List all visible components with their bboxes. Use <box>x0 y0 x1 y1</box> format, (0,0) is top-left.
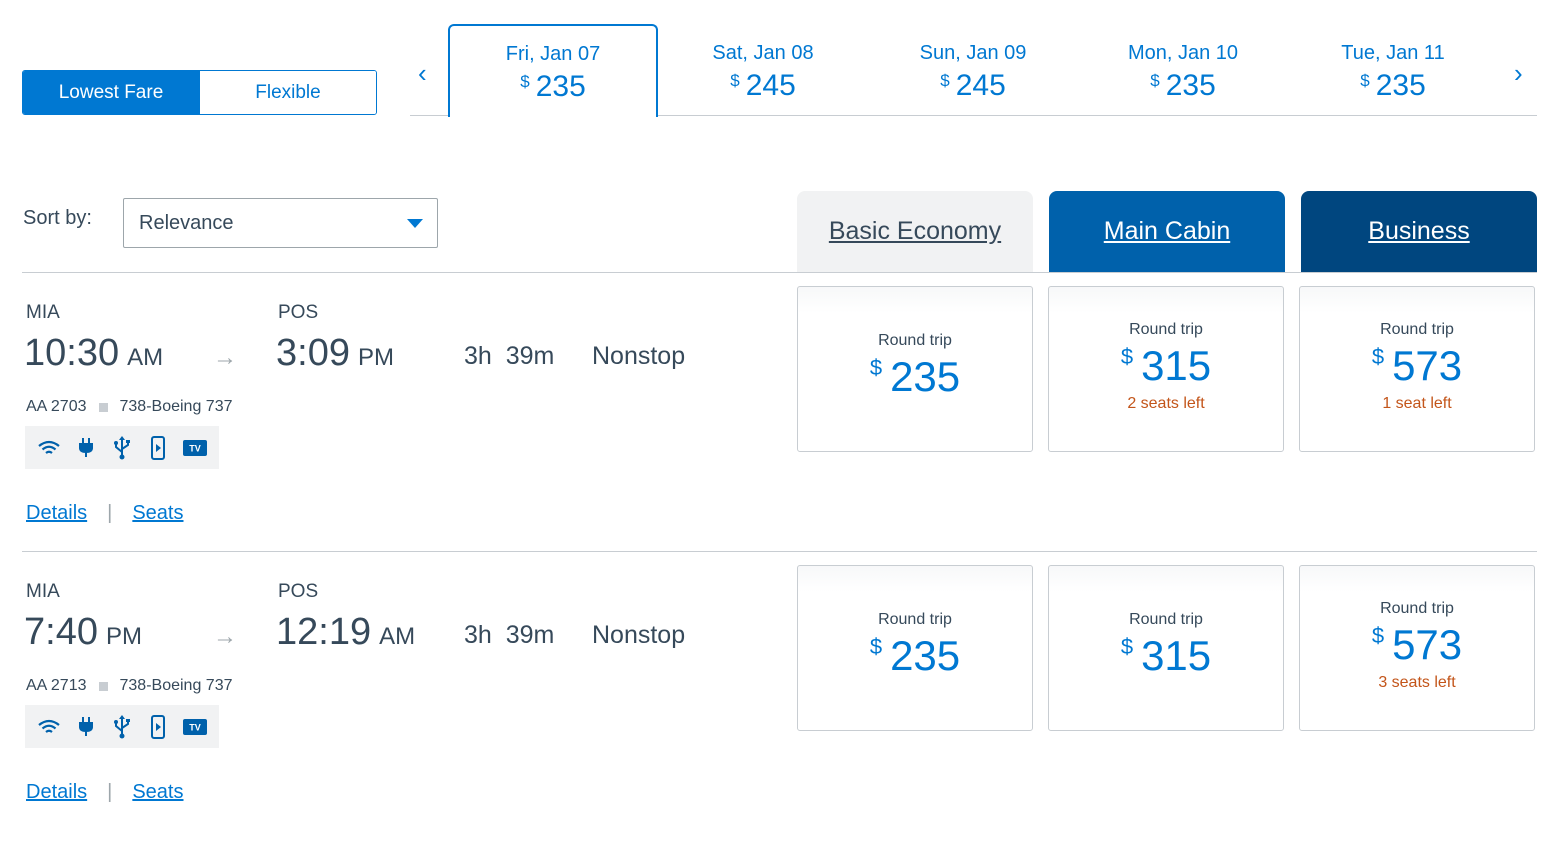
fare-price: $235 <box>869 353 961 400</box>
fare-card-business[interactable]: Round trip $573 1 seat left <box>1299 286 1535 452</box>
separator-square <box>98 681 108 691</box>
date-label: Fri, Jan 07 <box>505 43 601 65</box>
fare-price: $573 <box>1371 621 1463 668</box>
fare-type: Round trip <box>1380 600 1454 617</box>
chevron-left-icon[interactable]: ‹ <box>418 58 427 88</box>
usb-icon <box>109 714 135 740</box>
origin-airport: MIA <box>26 302 60 323</box>
sort-label: Sort by: <box>23 207 92 229</box>
fare-card-basic-economy[interactable]: Round trip $235 <box>797 286 1033 452</box>
flight-info: AA 2713 738-Boeing 737 <box>26 677 232 695</box>
mobile-entertainment-icon <box>145 435 171 461</box>
separator-square <box>98 402 108 412</box>
arrow-right-icon: → <box>213 623 237 650</box>
details-link[interactable]: Details <box>26 781 88 803</box>
caret-down-icon <box>407 219 423 228</box>
destination-airport: POS <box>278 302 319 323</box>
date-tab-jan-09[interactable]: Sun, Jan 09 $245 <box>868 24 1078 116</box>
chevron-right-icon[interactable]: › <box>1514 58 1523 88</box>
seats-left: 2 seats left <box>1127 395 1205 412</box>
date-label: Sun, Jan 09 <box>919 42 1027 64</box>
cabin-header-basic-economy[interactable]: Basic Economy <box>797 191 1033 272</box>
aircraft-type: 738-Boeing 737 <box>119 398 233 415</box>
date-price: $235 <box>1150 69 1216 102</box>
details-link[interactable]: Details <box>26 502 88 524</box>
date-tab-jan-10[interactable]: Mon, Jan 10 $235 <box>1078 24 1288 116</box>
date-tab-jan-11[interactable]: Tue, Jan 11 $235 <box>1288 24 1498 116</box>
fare-price: $573 <box>1371 342 1463 389</box>
origin-airport: MIA <box>26 581 60 602</box>
date-price: $245 <box>940 69 1006 102</box>
date-label: Sat, Jan 08 <box>712 42 814 64</box>
power-plug-icon <box>73 714 99 740</box>
date-price: $245 <box>730 69 796 102</box>
destination-airport: POS <box>278 581 319 602</box>
wifi-icon <box>36 435 62 461</box>
date-price: $235 <box>520 70 586 103</box>
tv-icon: TV <box>182 714 208 740</box>
arrival-time: 12:19 AM <box>276 611 416 653</box>
fare-card-basic-economy[interactable]: Round trip $235 <box>797 565 1033 731</box>
cabin-header-main-cabin[interactable]: Main Cabin <box>1049 191 1285 272</box>
row-divider <box>22 551 1537 552</box>
fare-type-toggle: Lowest Fare Flexible <box>22 70 377 115</box>
svg-text:TV: TV <box>189 722 201 732</box>
tv-icon: TV <box>182 435 208 461</box>
usb-icon <box>109 435 135 461</box>
seats-link[interactable]: Seats <box>132 781 184 803</box>
power-plug-icon <box>73 435 99 461</box>
cabin-header-business[interactable]: Business <box>1301 191 1537 272</box>
fare-card-main-cabin[interactable]: Round trip $315 <box>1048 565 1284 731</box>
flight-row: MIA 7:40 PM → POS 12:19 AM 3h 39m Nonstop … <box>0 565 1567 844</box>
flight-info: AA 2703 738-Boeing 737 <box>26 398 232 416</box>
seats-link[interactable]: Seats <box>132 502 184 524</box>
departure-time: 7:40 PM <box>24 611 142 653</box>
date-tab-jan-07[interactable]: Fri, Jan 07 $235 <box>448 24 658 117</box>
svg-text:TV: TV <box>189 443 201 453</box>
date-price: $235 <box>1360 69 1426 102</box>
flight-duration: 3h 39m <box>464 621 555 649</box>
flight-links: Details | Seats <box>26 781 184 804</box>
seats-left: 1 seat left <box>1382 395 1452 412</box>
fare-type: Round trip <box>1380 321 1454 338</box>
amenities-bar: TV <box>25 705 219 748</box>
aircraft-type: 738-Boeing 737 <box>119 677 233 694</box>
fare-card-main-cabin[interactable]: Round trip $315 2 seats left <box>1048 286 1284 452</box>
fare-card-business[interactable]: Round trip $573 3 seats left <box>1299 565 1535 731</box>
fare-price: $235 <box>869 632 961 679</box>
link-separator: | <box>107 502 113 524</box>
date-label: Mon, Jan 10 <box>1127 42 1239 64</box>
fare-type: Round trip <box>878 332 952 349</box>
flight-links: Details | Seats <box>26 502 184 525</box>
date-tab-jan-08[interactable]: Sat, Jan 08 $245 <box>658 24 868 116</box>
date-selector: ‹ Fri, Jan 07 $235 Sat, Jan 08 $245 Sun,… <box>410 24 1537 117</box>
flight-duration: 3h 39m <box>464 342 555 370</box>
link-separator: | <box>107 781 113 803</box>
flight-number: AA 2713 <box>26 677 87 694</box>
seats-left: 3 seats left <box>1378 674 1456 691</box>
flight-stops: Nonstop <box>592 342 686 370</box>
fare-price: $315 <box>1120 632 1212 679</box>
sort-selected-value: Relevance <box>139 211 234 234</box>
fare-type: Round trip <box>1129 611 1203 628</box>
results-divider <box>22 272 1537 273</box>
fare-price: $315 <box>1120 342 1212 389</box>
flexible-button[interactable]: Flexible <box>199 71 376 114</box>
sort-select[interactable]: Relevance <box>123 198 438 248</box>
fare-type: Round trip <box>878 611 952 628</box>
date-label: Tue, Jan 11 <box>1341 42 1445 64</box>
lowest-fare-button[interactable]: Lowest Fare <box>23 71 199 114</box>
flight-number: AA 2703 <box>26 398 87 415</box>
departure-time: 10:30 AM <box>24 332 164 374</box>
flight-stops: Nonstop <box>592 621 686 649</box>
flight-row: MIA 10:30 AM → POS 3:09 PM 3h 39m Nonstop … <box>0 286 1567 572</box>
mobile-entertainment-icon <box>145 714 171 740</box>
fare-type: Round trip <box>1129 321 1203 338</box>
arrow-right-icon: → <box>213 344 237 371</box>
wifi-icon <box>36 714 62 740</box>
amenities-bar: TV <box>25 426 219 469</box>
arrival-time: 3:09 PM <box>276 332 394 374</box>
